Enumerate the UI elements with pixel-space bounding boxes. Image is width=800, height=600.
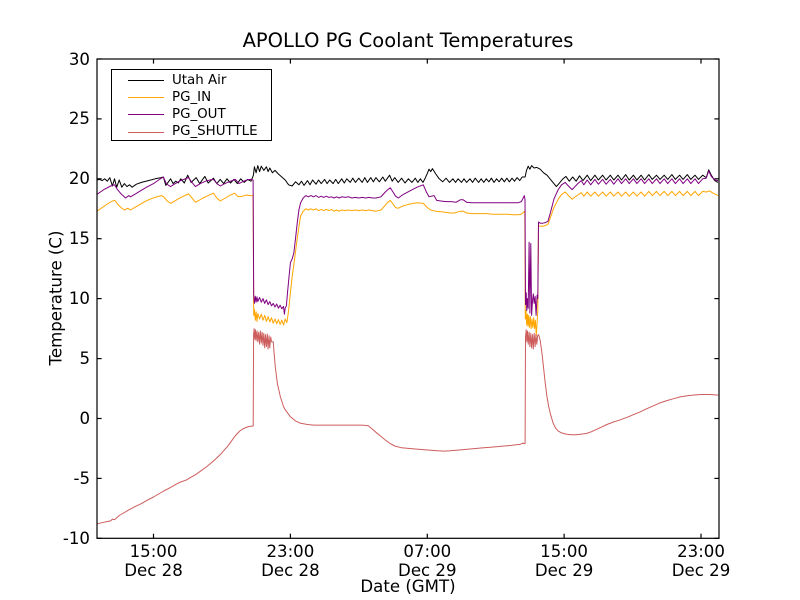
y-tick-label-25: 25 xyxy=(68,109,90,129)
series-group xyxy=(97,165,719,525)
legend-label-pg-shuttle: PG_SHUTTLE xyxy=(172,124,258,140)
legend-line-sample-pg-out xyxy=(128,114,164,116)
series-pg-shuttle-line xyxy=(97,328,719,525)
legend: Utah Air PG_IN PG_OUT PG_SHUTTLE xyxy=(111,69,272,141)
legend-item-pg-shuttle: PG_SHUTTLE xyxy=(128,124,271,141)
x-tick-label-15-00-dec-28: 15:00 Dec 28 xyxy=(114,542,194,581)
x-tick-time: 15:00 xyxy=(129,541,178,561)
y-tick-label--5: -5 xyxy=(73,468,90,488)
y-tick-label-15: 15 xyxy=(68,229,90,249)
legend-label-utah-air: Utah Air xyxy=(172,72,227,88)
x-tick-time: 15:00 xyxy=(540,541,588,561)
x-tick-date: Dec 28 xyxy=(261,561,320,580)
legend-label-pg-out: PG_OUT xyxy=(172,107,226,123)
x-tick-date: Dec 29 xyxy=(534,561,594,580)
x-tick-date: Dec 29 xyxy=(671,561,731,580)
x-tick-label-15-00-dec-29: 15:00 Dec 29 xyxy=(524,542,604,581)
axes-border xyxy=(96,58,720,539)
chart-title: APOLLO PG Coolant Temperatures xyxy=(242,29,574,52)
x-tick-time: 23:00 xyxy=(266,541,315,561)
legend-label-pg-in: PG_IN xyxy=(172,90,212,106)
x-tick-date: Dec 28 xyxy=(124,561,183,580)
y-tick-label-20: 20 xyxy=(68,169,90,189)
x-tick-date: Dec 29 xyxy=(398,561,457,580)
series-pg-out-line xyxy=(97,170,719,316)
x-tick-label-23-00-dec-29: 23:00 Dec 29 xyxy=(661,542,741,581)
legend-line-sample-pg-in xyxy=(128,97,164,99)
y-tick-label-5: 5 xyxy=(79,349,90,369)
x-tick-label-07-00-dec-29: 07:00 Dec 29 xyxy=(387,542,467,581)
y-tick-label-30: 30 xyxy=(68,49,90,69)
y-tick-label-10: 10 xyxy=(68,289,90,309)
y-tick-label-0: 0 xyxy=(79,409,90,428)
x-tick-time: 23:00 xyxy=(677,541,725,561)
series-pg-in-line xyxy=(97,190,719,337)
y-tick-label--10: -10 xyxy=(62,528,90,548)
x-tick-label-23-00-dec-28: 23:00 Dec 28 xyxy=(250,542,330,581)
legend-item-pg-out: PG_OUT xyxy=(128,106,271,123)
legend-line-sample-pg-shuttle xyxy=(128,131,164,133)
legend-line-sample-utah-air xyxy=(128,80,164,82)
x-axis-label: Date (GMT) xyxy=(360,577,456,596)
series-utah-air-line xyxy=(97,165,719,188)
legend-item-utah-air: Utah Air xyxy=(128,72,271,89)
legend-item-pg-in: PG_IN xyxy=(128,89,271,106)
x-tick-time: 07:00 xyxy=(403,541,452,561)
tick-marks xyxy=(97,58,719,539)
